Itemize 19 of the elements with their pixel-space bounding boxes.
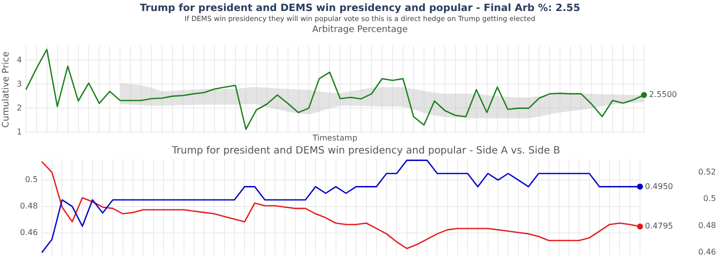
chart-title: Trump for president and DEMS win presidency and popular - Side A vs. Side B <box>170 146 560 157</box>
text: Arbitrage Percentage <box>311 24 409 37</box>
y2-tick-label: 0.5 <box>703 194 716 204</box>
y2-tick-label: 0.46 <box>698 248 716 257</box>
chart-title: Trump for president and DEMS win presidency and popular - Final Arb %: 2.55 <box>138 2 582 15</box>
y-tick-label: 0.5 <box>25 175 38 184</box>
y-tick-label: 3 <box>16 79 22 88</box>
y2-tick-label: 0.52 <box>698 167 716 176</box>
y-tick-label: 4 <box>16 55 22 64</box>
data-label: 2.5500 <box>649 90 677 100</box>
y-tick-label: 1 <box>16 127 22 136</box>
data-label: 0.4950 <box>645 182 673 191</box>
y-axis-title: Cumulative Price <box>2 51 12 128</box>
y-tick-label: 0.48 <box>20 202 38 211</box>
y2-tick-label: 0.48 <box>698 220 716 230</box>
data-label: 0.4795 <box>645 222 673 231</box>
x-axis-title: Timestamp <box>312 133 358 142</box>
y-tick-label: 2 <box>16 103 22 112</box>
y-tick-label: 0.46 <box>20 228 38 237</box>
